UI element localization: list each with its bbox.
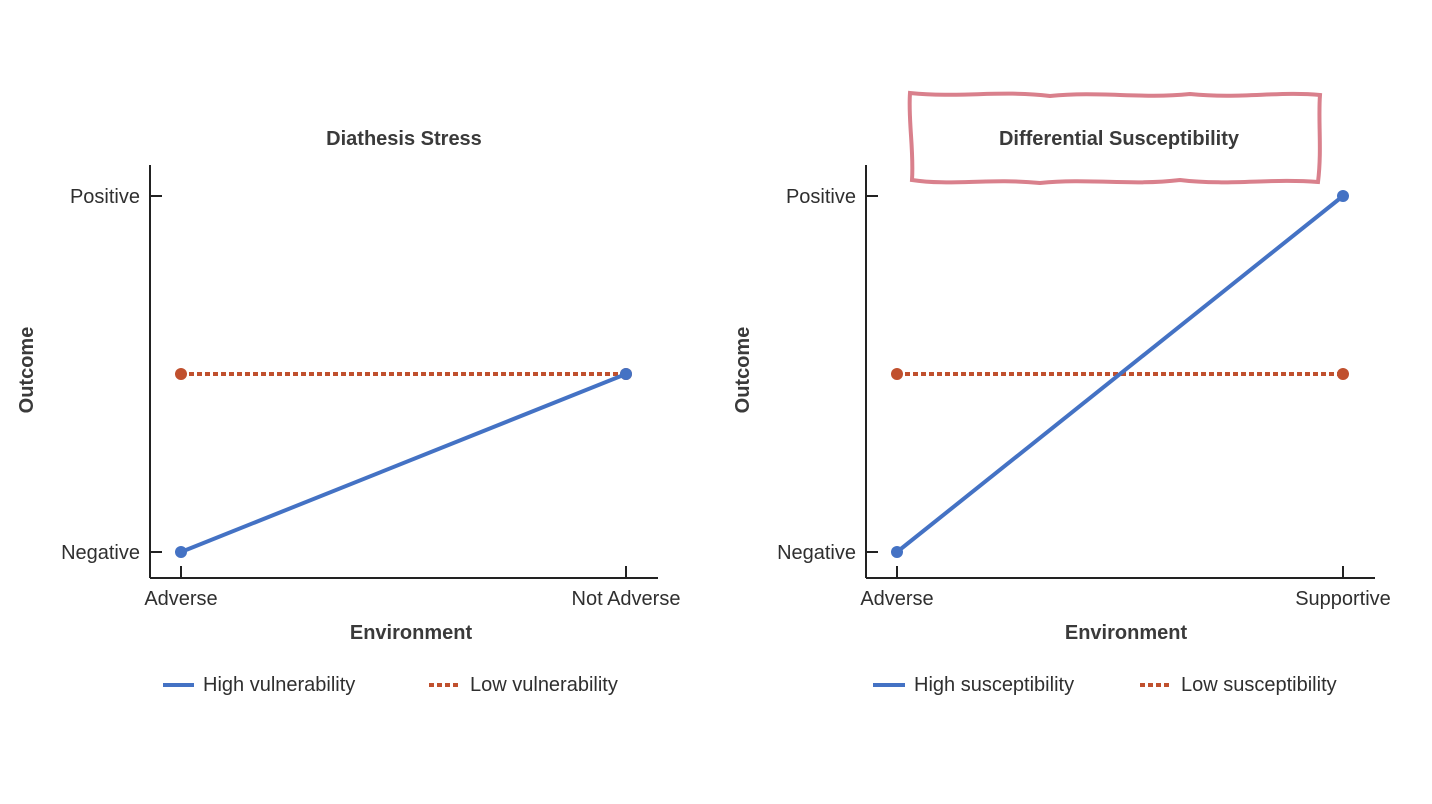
x-axis-title: Environment [1065,622,1188,644]
data-point-high-vulnerability-1 [620,368,632,380]
series-line-high-susceptibility [895,194,1345,554]
legend: High vulnerability Low vulnerability [163,674,618,696]
data-point-low-vulnerability-0 [175,368,187,380]
y-tick-label-positive: Positive [786,186,856,208]
series-line-high-vulnerability [180,372,627,554]
x-tick-label-right: Not Adverse [572,588,681,610]
data-point-high-susceptibility-1 [1337,190,1349,202]
diathesis-stress-chart: Diathesis Stress Positive Negative Adver… [16,128,680,696]
data-point-low-susceptibility-1 [1337,368,1349,380]
y-tick-label-positive: Positive [70,186,140,208]
chart-title: Differential Susceptibility [999,128,1240,150]
data-point-low-susceptibility-0 [891,368,903,380]
legend: High susceptibility Low susceptibility [873,674,1337,696]
y-axis-title: Outcome [732,327,754,414]
data-point-high-susceptibility-0 [891,546,903,558]
legend-label-high-vulnerability: High vulnerability [203,674,355,696]
y-axis-title: Outcome [16,327,38,414]
title-highlight-box [907,90,1323,186]
legend-label-low-vulnerability: Low vulnerability [470,674,618,696]
y-tick-label-negative: Negative [61,542,140,564]
chart-title: Diathesis Stress [326,128,482,150]
x-tick-label-right: Supportive [1295,588,1391,610]
differential-susceptibility-chart: Differential Susceptibility Positive Neg… [732,128,1391,696]
x-tick-label-left: Adverse [860,588,933,610]
x-axis-title: Environment [350,622,473,644]
series-layer [175,368,632,558]
legend-label-high-susceptibility: High susceptibility [914,674,1074,696]
y-tick-label-negative: Negative [777,542,856,564]
legend-label-low-susceptibility: Low susceptibility [1181,674,1337,696]
x-tick-label-left: Adverse [144,588,217,610]
series-layer [891,190,1349,558]
data-point-high-vulnerability-0 [175,546,187,558]
